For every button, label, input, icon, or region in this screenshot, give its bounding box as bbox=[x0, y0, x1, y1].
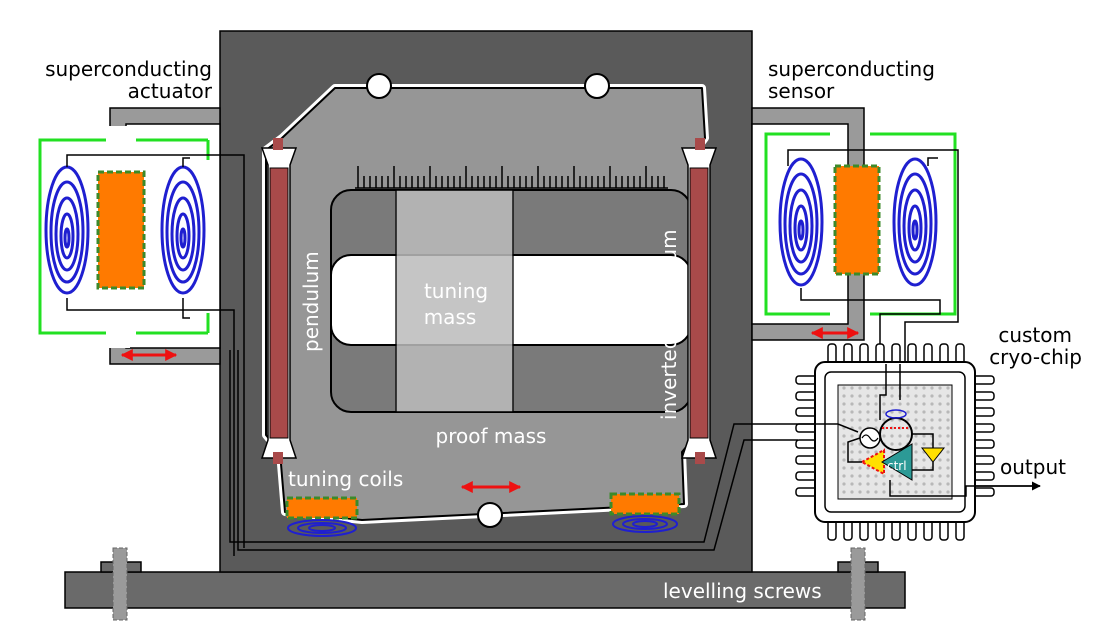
tuning-mass-label-line1: tuning bbox=[424, 279, 488, 303]
inverted-pendulum-flexure bbox=[680, 138, 718, 464]
sensor-label-line1: superconducting bbox=[768, 57, 935, 81]
tuning-coil-right bbox=[609, 492, 681, 533]
pendulum-label: pendulum bbox=[299, 251, 323, 352]
tuning-mass bbox=[395, 189, 514, 413]
tuning-mass-label-line2: mass bbox=[424, 305, 477, 329]
levelling-screws-label: levelling screws bbox=[663, 579, 822, 603]
sensor-label-line2: sensor bbox=[768, 79, 835, 103]
actuator-coil-right bbox=[160, 165, 206, 295]
tuning-wiring bbox=[229, 350, 798, 551]
actuator-wiring bbox=[66, 154, 245, 556]
sensor-wiring bbox=[787, 149, 959, 364]
capacitive-comb bbox=[355, 166, 668, 189]
sensor-coil-left bbox=[778, 157, 824, 287]
sensor-magnet bbox=[833, 164, 881, 276]
actuator-magnet bbox=[96, 170, 146, 290]
levelling-screw-right bbox=[837, 547, 879, 621]
actuator-coil-left bbox=[44, 165, 90, 295]
chip-label-line1: custom bbox=[998, 323, 1072, 347]
ctrl-label: ctrl bbox=[887, 459, 907, 473]
tuning-coils-label: tuning coils bbox=[288, 467, 403, 491]
sensor-coil-right bbox=[892, 157, 938, 287]
actuator-shield bbox=[38, 138, 210, 335]
inverted-pendulum-label: inverted pendulum bbox=[657, 229, 681, 420]
output-label: output bbox=[1000, 455, 1066, 479]
chip-label-line2: cryo-chip bbox=[989, 345, 1082, 369]
tuning-coil-left bbox=[285, 496, 359, 537]
levelling-screw-left bbox=[100, 547, 142, 621]
pendulum-flexure bbox=[260, 138, 298, 464]
base-plate bbox=[64, 571, 906, 609]
bottom-hinge bbox=[477, 502, 503, 528]
actuator-label-line2: actuator bbox=[128, 79, 213, 103]
top-hinges bbox=[366, 73, 610, 99]
cryo-chip bbox=[795, 343, 1040, 541]
actuator-label-line1: superconducting bbox=[45, 57, 212, 81]
proof-mass-label: proof mass bbox=[436, 424, 547, 448]
